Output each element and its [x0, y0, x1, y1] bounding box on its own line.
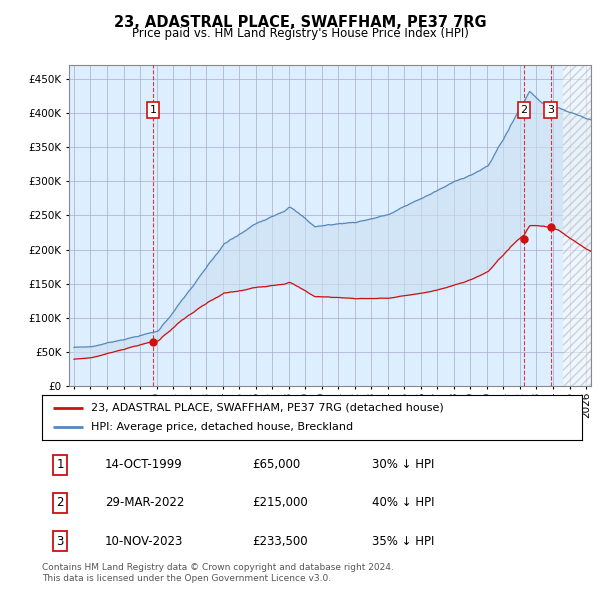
Text: £233,500: £233,500: [252, 535, 308, 548]
Text: 40% ↓ HPI: 40% ↓ HPI: [372, 496, 434, 510]
Text: 29-MAR-2022: 29-MAR-2022: [105, 496, 184, 510]
Text: 2: 2: [56, 496, 64, 510]
Text: 3: 3: [56, 535, 64, 548]
Text: £215,000: £215,000: [252, 496, 308, 510]
Text: 35% ↓ HPI: 35% ↓ HPI: [372, 535, 434, 548]
Text: 10-NOV-2023: 10-NOV-2023: [105, 535, 184, 548]
Text: 23, ADASTRAL PLACE, SWAFFHAM, PE37 7RG: 23, ADASTRAL PLACE, SWAFFHAM, PE37 7RG: [113, 15, 487, 30]
Text: 1: 1: [149, 105, 157, 115]
Text: Contains HM Land Registry data © Crown copyright and database right 2024.
This d: Contains HM Land Registry data © Crown c…: [42, 563, 394, 583]
Text: 23, ADASTRAL PLACE, SWAFFHAM, PE37 7RG (detached house): 23, ADASTRAL PLACE, SWAFFHAM, PE37 7RG (…: [91, 403, 443, 412]
Text: 2: 2: [520, 105, 527, 115]
Text: Price paid vs. HM Land Registry's House Price Index (HPI): Price paid vs. HM Land Registry's House …: [131, 27, 469, 40]
Text: 3: 3: [547, 105, 554, 115]
Text: 1: 1: [56, 458, 64, 471]
Text: £65,000: £65,000: [252, 458, 300, 471]
Text: 30% ↓ HPI: 30% ↓ HPI: [372, 458, 434, 471]
Text: 14-OCT-1999: 14-OCT-1999: [105, 458, 183, 471]
Text: HPI: Average price, detached house, Breckland: HPI: Average price, detached house, Brec…: [91, 422, 353, 432]
